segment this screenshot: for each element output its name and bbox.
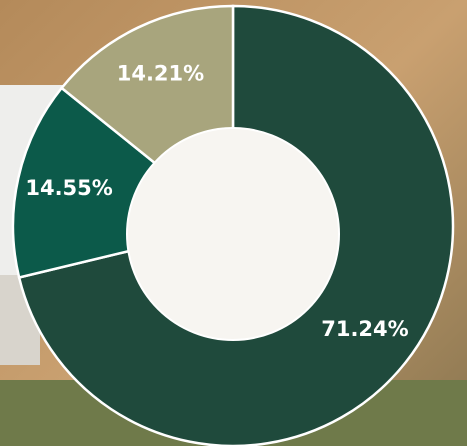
labels: 71.24% 14.55% 14.21% [25,61,408,341]
donut-hole [126,127,340,341]
slice-label: 14.55% [25,176,112,200]
slice-label: 71.24% [321,317,408,341]
slice-label: 14.21% [117,61,204,85]
